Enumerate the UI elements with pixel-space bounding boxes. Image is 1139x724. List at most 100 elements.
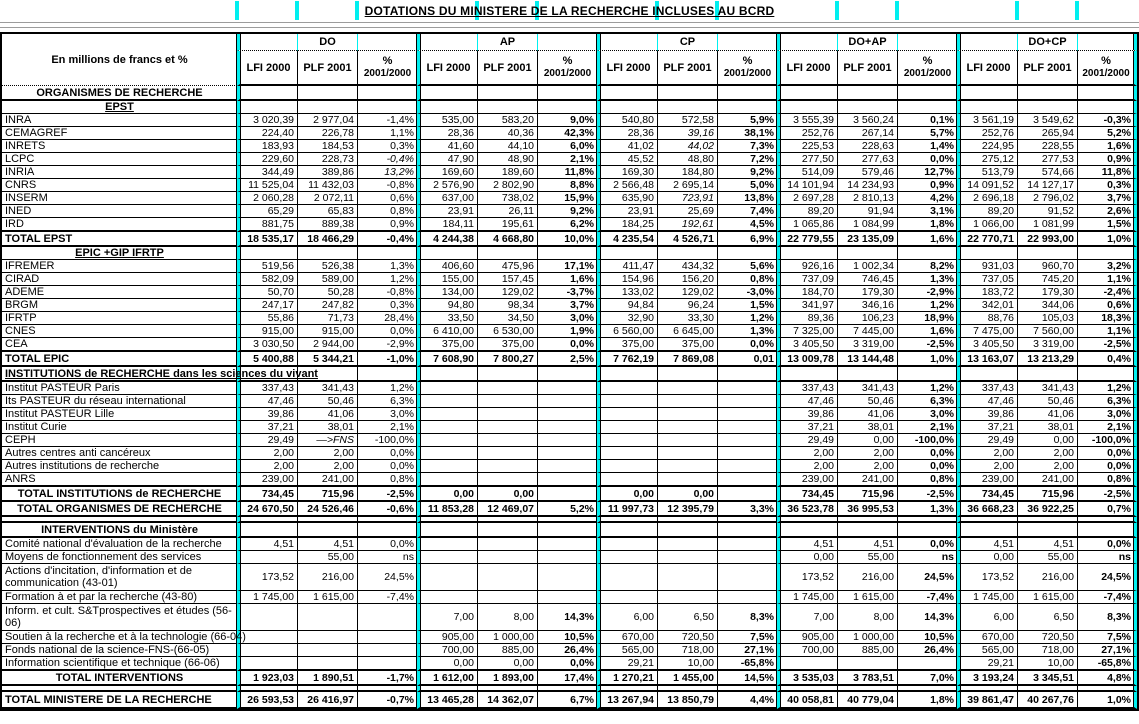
- value-cell: 44,02: [657, 140, 717, 153]
- value-cell: 224,95: [957, 140, 1017, 153]
- value-cell: 2,00: [957, 460, 1017, 473]
- table-row: LCPC 229,60 228,73 -0,4% 47,90 48,90 2,1% 45,52…: [2, 153, 1137, 166]
- value-cell: [597, 460, 657, 473]
- value-cell: [537, 447, 597, 460]
- value-cell: 670,00: [957, 631, 1017, 644]
- value-cell: 28,36: [597, 127, 657, 140]
- value-cell: [537, 101, 597, 114]
- value-cell: 1,0%: [1077, 232, 1137, 247]
- value-cell: [777, 86, 837, 101]
- value-cell: [717, 408, 777, 421]
- value-cell: [717, 434, 777, 447]
- value-cell: [597, 395, 657, 408]
- value-cell: [597, 551, 657, 564]
- column-header: PLF 2001: [1017, 51, 1077, 86]
- value-cell: [957, 367, 1017, 382]
- value-cell: 1,6%: [897, 325, 957, 338]
- value-cell: 3 345,51: [1017, 671, 1077, 686]
- value-cell: 189,60: [477, 166, 537, 179]
- value-cell: [717, 538, 777, 551]
- value-cell: [357, 86, 417, 101]
- value-cell: 375,00: [657, 338, 717, 352]
- value-cell: [537, 473, 597, 487]
- value-cell: 94,84: [597, 299, 657, 312]
- value-cell: 670,00: [597, 631, 657, 644]
- table-row: Inform. et cult. S&Tprospectives et étud…: [2, 604, 1137, 631]
- value-cell: [777, 686, 837, 692]
- value-cell: 6 530,00: [477, 325, 537, 338]
- value-cell: 389,86: [297, 166, 357, 179]
- table-row: Actions d'incitation, d'information et d…: [2, 564, 1137, 591]
- value-cell: 33,30: [657, 312, 717, 325]
- value-cell: -2,9%: [897, 286, 957, 299]
- value-cell: 3,2%: [1077, 260, 1137, 273]
- value-cell: 582,09: [237, 273, 297, 286]
- value-cell: 26 593,53: [237, 692, 297, 709]
- value-cell: 184,11: [417, 218, 477, 232]
- value-cell: 228,63: [837, 140, 897, 153]
- value-cell: 2,00: [777, 447, 837, 460]
- table-row: Its PASTEUR du réseau international 47,46…: [2, 395, 1137, 408]
- value-cell: 33,50: [417, 312, 477, 325]
- value-cell: 0,0%: [897, 153, 957, 166]
- table-corner-label: En millions de francs et %: [2, 34, 237, 86]
- value-cell: 14,3%: [897, 604, 957, 631]
- value-cell: 3 561,19: [957, 114, 1017, 127]
- group-header: AP: [477, 34, 537, 51]
- value-cell: 4,2%: [897, 192, 957, 205]
- value-cell: 89,36: [777, 312, 837, 325]
- value-cell: [357, 523, 417, 538]
- value-cell: 225,53: [777, 140, 837, 153]
- value-cell: [357, 517, 417, 523]
- value-cell: 55,86: [237, 312, 297, 325]
- value-cell: 91,94: [837, 205, 897, 218]
- value-cell: 24,5%: [357, 564, 417, 591]
- value-cell: 2,1%: [1077, 421, 1137, 434]
- value-cell: 6,50: [1017, 604, 1077, 631]
- value-cell: [537, 382, 597, 395]
- value-cell: 341,43: [837, 382, 897, 395]
- value-cell: 3,0%: [537, 312, 597, 325]
- value-cell: 14 127,17: [1017, 179, 1077, 192]
- value-cell: [897, 517, 957, 523]
- value-cell: 734,45: [777, 487, 837, 502]
- pct-header-line1: %: [562, 55, 573, 67]
- value-cell: 0,0%: [1077, 460, 1137, 473]
- value-cell: [537, 591, 597, 604]
- value-cell: 344,06: [1017, 299, 1077, 312]
- value-cell: 1 612,00: [417, 671, 477, 686]
- value-cell: 2 072,11: [297, 192, 357, 205]
- value-cell: 1,5%: [1077, 218, 1137, 232]
- value-cell: 169,60: [417, 166, 477, 179]
- row-label: Formation à et par la recherche (43-80): [2, 591, 237, 604]
- value-cell: 579,46: [837, 166, 897, 179]
- value-cell: 6,00: [957, 604, 1017, 631]
- value-cell: 2,1%: [897, 421, 957, 434]
- value-cell: 0,00: [477, 657, 537, 671]
- value-cell: 1 890,51: [297, 671, 357, 686]
- value-cell: 89,20: [777, 205, 837, 218]
- value-cell: 24 526,46: [297, 502, 357, 517]
- value-cell: 3 319,00: [1017, 338, 1077, 352]
- value-cell: [537, 395, 597, 408]
- value-cell: 22 779,55: [777, 232, 837, 247]
- value-cell: 41,60: [417, 140, 477, 153]
- value-cell: 0,00: [1017, 434, 1077, 447]
- value-cell: [1017, 101, 1077, 114]
- value-cell: 1 000,00: [477, 631, 537, 644]
- value-cell: -0,8%: [357, 286, 417, 299]
- value-cell: 47,90: [417, 153, 477, 166]
- value-cell: 1,2%: [717, 312, 777, 325]
- value-cell: ns: [357, 551, 417, 564]
- value-cell: 241,00: [837, 473, 897, 487]
- value-cell: 216,00: [1017, 564, 1077, 591]
- value-cell: 2,00: [1017, 447, 1077, 460]
- value-cell: 1 893,00: [477, 671, 537, 686]
- value-cell: 94,80: [417, 299, 477, 312]
- column-header: % 2001/2000: [897, 51, 957, 86]
- value-cell: [597, 367, 657, 382]
- value-cell: [417, 523, 477, 538]
- value-cell: 2,00: [957, 447, 1017, 460]
- value-cell: 341,43: [1017, 382, 1077, 395]
- row-label: ORGANISMES DE RECHERCHE: [2, 86, 237, 101]
